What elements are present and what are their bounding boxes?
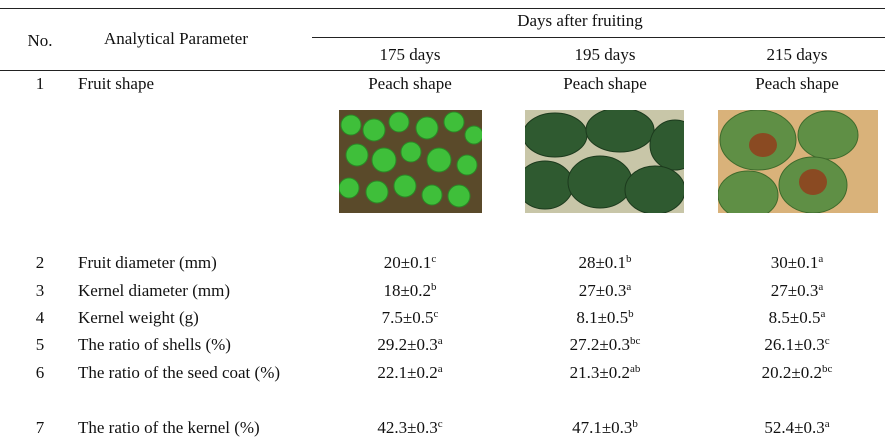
row-no: 6 bbox=[36, 363, 45, 383]
row-no: 3 bbox=[36, 281, 45, 301]
cell-value: Peach shape bbox=[563, 74, 647, 93]
top-rule bbox=[0, 8, 885, 9]
cell-superscript: c bbox=[431, 253, 436, 265]
row-no: 4 bbox=[36, 308, 45, 328]
row-no: 1 bbox=[36, 74, 45, 94]
cell: 26.1±0.3c bbox=[764, 335, 829, 355]
cell-value: 29.2±0.3 bbox=[377, 335, 437, 354]
cell-superscript: a bbox=[438, 363, 443, 375]
cell-superscript: c bbox=[825, 335, 830, 347]
cell: 30±0.1a bbox=[771, 253, 823, 273]
cell-value: 27±0.3 bbox=[579, 281, 627, 300]
cell-value: 22.1±0.2 bbox=[377, 363, 437, 382]
cell-value: 20.2±0.2 bbox=[762, 363, 822, 382]
cell: Peach shape bbox=[755, 74, 839, 94]
row-parameter: Kernel diameter (mm) bbox=[78, 281, 230, 301]
cell-value: 28±0.1 bbox=[578, 253, 626, 272]
cell: 7.5±0.5c bbox=[382, 308, 439, 328]
cell-superscript: b bbox=[431, 281, 437, 293]
cell-superscript: a bbox=[825, 418, 830, 430]
cell-value: 52.4±0.3 bbox=[764, 418, 824, 437]
group-rule bbox=[312, 37, 885, 38]
fruit-image-215 bbox=[718, 110, 878, 213]
cell-superscript: ab bbox=[630, 363, 640, 375]
cell-superscript: bc bbox=[630, 335, 640, 347]
cell-superscript: a bbox=[438, 335, 443, 347]
cell: 27±0.3a bbox=[771, 281, 823, 301]
cell: 29.2±0.3a bbox=[377, 335, 442, 355]
cell-value: 30±0.1 bbox=[771, 253, 819, 272]
cell: 8.1±0.5b bbox=[576, 308, 633, 328]
cell: 27.2±0.3bc bbox=[570, 335, 641, 355]
cell-superscript: a bbox=[818, 253, 823, 265]
fruit-image-175 bbox=[339, 110, 482, 213]
row-parameter: The ratio of shells (%) bbox=[78, 335, 231, 355]
row-parameter: Kernel weight (g) bbox=[78, 308, 199, 328]
cell: 47.1±0.3b bbox=[572, 418, 638, 438]
cell-value: 7.5±0.5 bbox=[382, 308, 434, 327]
cell-superscript: b bbox=[628, 308, 634, 320]
cell: 20±0.1c bbox=[384, 253, 436, 273]
cell-value: 20±0.1 bbox=[384, 253, 432, 272]
cell: Peach shape bbox=[563, 74, 647, 94]
row-parameter: Fruit shape bbox=[78, 74, 154, 94]
cell-value: 8.5±0.5 bbox=[769, 308, 821, 327]
cell-superscript: c bbox=[433, 308, 438, 320]
cell: 20.2±0.2bc bbox=[762, 363, 833, 383]
cell-value: Peach shape bbox=[755, 74, 839, 93]
cell: 52.4±0.3a bbox=[764, 418, 829, 438]
header-rule bbox=[0, 70, 885, 71]
row-parameter: Fruit diameter (mm) bbox=[78, 253, 217, 273]
column-header: 215 days bbox=[767, 45, 828, 65]
cell: 18±0.2b bbox=[383, 281, 436, 301]
column-header: 175 days bbox=[380, 45, 441, 65]
row-parameter: The ratio of the seed coat (%) bbox=[78, 359, 304, 386]
column-header: 195 days bbox=[575, 45, 636, 65]
cell-value: 47.1±0.3 bbox=[572, 418, 632, 437]
cell-superscript: bc bbox=[822, 363, 832, 375]
cell-value: 21.3±0.2 bbox=[570, 363, 630, 382]
header-parameter: Analytical Parameter bbox=[104, 29, 248, 49]
cell-value: 42.3±0.3 bbox=[377, 418, 437, 437]
cell-value: 8.1±0.5 bbox=[576, 308, 628, 327]
cell: 42.3±0.3c bbox=[377, 418, 442, 438]
cell-value: 26.1±0.3 bbox=[764, 335, 824, 354]
header-group: Days after fruiting bbox=[517, 11, 643, 31]
fruit-image-195 bbox=[525, 110, 684, 213]
header-no: No. bbox=[27, 31, 52, 51]
row-no: 7 bbox=[36, 418, 45, 438]
cell: 21.3±0.2ab bbox=[570, 363, 641, 383]
cell-value: 18±0.2 bbox=[383, 281, 431, 300]
table-page: No. Analytical Parameter Days after frui… bbox=[0, 0, 885, 438]
cell-value: 27.2±0.3 bbox=[570, 335, 630, 354]
cell-value: 27±0.3 bbox=[771, 281, 819, 300]
cell: 22.1±0.2a bbox=[377, 363, 442, 383]
cell-superscript: a bbox=[626, 281, 631, 293]
cell-superscript: b bbox=[626, 253, 632, 265]
cell: 28±0.1b bbox=[578, 253, 631, 273]
cell-superscript: a bbox=[818, 281, 823, 293]
cell-superscript: a bbox=[820, 308, 825, 320]
cell: Peach shape bbox=[368, 74, 452, 94]
cell-superscript: b bbox=[632, 418, 638, 430]
cell: 27±0.3a bbox=[579, 281, 631, 301]
cell: 8.5±0.5a bbox=[769, 308, 826, 328]
cell-superscript: c bbox=[438, 418, 443, 430]
row-no: 2 bbox=[36, 253, 45, 273]
cell-value: Peach shape bbox=[368, 74, 452, 93]
row-no: 5 bbox=[36, 335, 45, 355]
row-parameter: The ratio of the kernel (%) bbox=[78, 418, 260, 438]
